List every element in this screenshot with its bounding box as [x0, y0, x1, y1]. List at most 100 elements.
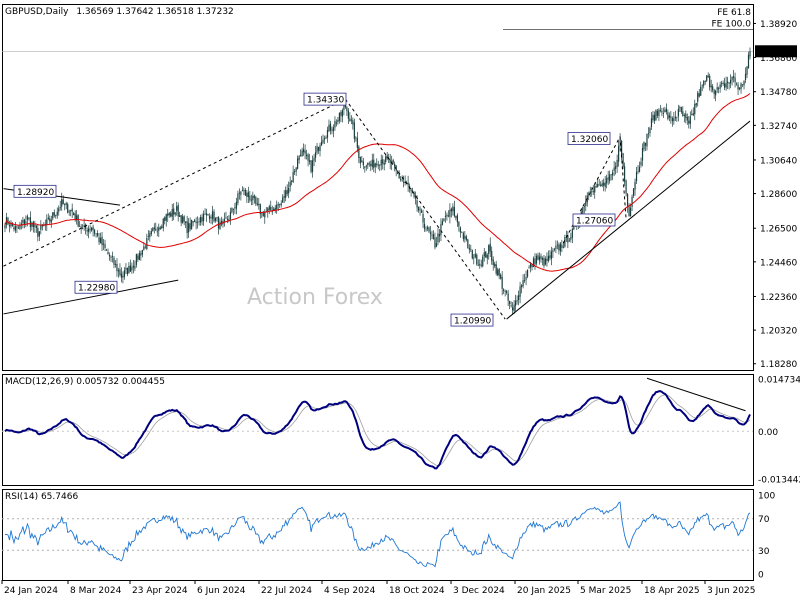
candle-body — [292, 171, 294, 182]
candle-body — [152, 228, 154, 232]
fibo-levels: FE 100.0FE 61.8 — [2, 8, 753, 52]
candle-body — [249, 195, 251, 201]
candle-body — [141, 250, 143, 255]
watermark: Action Forex — [247, 285, 383, 310]
candle-body — [167, 213, 169, 216]
candle-body — [501, 276, 503, 289]
candle-body — [676, 116, 678, 118]
candle-body — [191, 219, 193, 230]
candle-body — [17, 227, 20, 229]
macd-title: MACD(12,26,9) 0.005732 0.004455 — [5, 377, 165, 387]
rsi-ytick-label: 0 — [758, 571, 764, 581]
candle-body — [716, 87, 718, 90]
candle-body — [61, 199, 63, 207]
candle-body — [537, 254, 539, 260]
candle-body — [462, 233, 464, 240]
candle-body — [37, 227, 39, 237]
candle-body — [297, 158, 299, 169]
rsi-plot: 100 70 30 0 — [2, 492, 775, 581]
candle-body — [113, 257, 115, 265]
candle-body — [474, 253, 476, 258]
candle-body — [483, 252, 485, 257]
candle-body — [99, 238, 102, 244]
candle-body — [661, 110, 663, 113]
time-axis: 24 Jan 2024 8 Mar 2024 23 Apr 2024 6 Jun 20… — [1, 580, 755, 596]
candle-body — [92, 226, 94, 230]
candle-body — [295, 167, 297, 172]
candle-body — [609, 174, 611, 181]
candle-body — [335, 122, 338, 124]
symbol-label: GBPUSD,Daily — [5, 7, 69, 17]
candle-body — [447, 215, 450, 217]
candle-body — [694, 104, 696, 115]
candle-body — [634, 181, 636, 190]
candle-body — [116, 263, 118, 272]
candle-body — [631, 196, 633, 207]
candle-body — [226, 219, 229, 221]
rsi-title: RSI(14) 65.7466 — [5, 492, 78, 502]
candle-body — [604, 182, 606, 187]
rsi-ytick-label: 70 — [758, 515, 770, 525]
candle-body — [110, 256, 112, 258]
candle-body — [264, 212, 266, 218]
ytick-label: 1.22360 — [760, 293, 797, 303]
candle-body — [337, 119, 339, 123]
candle-body — [234, 207, 236, 209]
candle-body — [346, 107, 348, 112]
candle-body — [267, 208, 269, 212]
candle-body — [543, 257, 545, 266]
candle-body — [128, 265, 130, 274]
candle-body — [247, 192, 249, 197]
candle-body — [404, 181, 406, 184]
candle-body — [370, 164, 372, 166]
candle-body — [458, 221, 460, 227]
candle-body — [425, 229, 427, 231]
candle-body — [643, 142, 645, 150]
candle-body — [461, 232, 463, 234]
candle-body — [534, 258, 536, 265]
candle-body — [703, 81, 705, 86]
candle-body — [397, 170, 399, 174]
candle-body — [749, 51, 751, 57]
candle-body — [199, 217, 202, 223]
candle-body — [280, 203, 282, 206]
candle-body — [332, 127, 335, 132]
candle-body — [126, 267, 129, 275]
candle-body — [468, 247, 470, 250]
candle-body — [88, 228, 90, 232]
candle-body — [662, 113, 665, 114]
candle-body — [322, 139, 324, 143]
candle-body — [538, 256, 541, 261]
annotation-box — [13, 184, 57, 198]
xtick-label: 20 Jan 2025 — [517, 586, 571, 596]
candle-body — [644, 142, 647, 146]
candle-body — [202, 213, 205, 222]
candle-body — [286, 189, 288, 195]
candle-body — [368, 163, 370, 165]
candle-body — [453, 207, 455, 217]
candle-body — [171, 209, 173, 217]
panel-frame — [2, 489, 754, 581]
candle-body — [470, 248, 472, 250]
candle-body — [503, 289, 505, 291]
dashed-rise-line — [3, 98, 346, 267]
candle-body — [283, 195, 285, 198]
candle-body — [589, 191, 591, 194]
candle-body — [41, 225, 43, 227]
candle-body — [709, 75, 711, 88]
candle-body — [473, 257, 475, 259]
candle-body — [638, 166, 641, 172]
candle-body — [26, 216, 28, 220]
candle-body — [535, 256, 538, 264]
candle-body — [403, 182, 405, 183]
candle-body — [7, 218, 9, 225]
candle-body — [588, 193, 590, 195]
candle-body — [561, 244, 563, 248]
candle-body — [591, 191, 593, 193]
candle-body — [422, 213, 424, 223]
candle-body — [556, 244, 559, 246]
annotation-box — [74, 280, 118, 294]
xtick-label: 8 Mar 2024 — [70, 586, 122, 596]
candle-body — [689, 116, 691, 125]
